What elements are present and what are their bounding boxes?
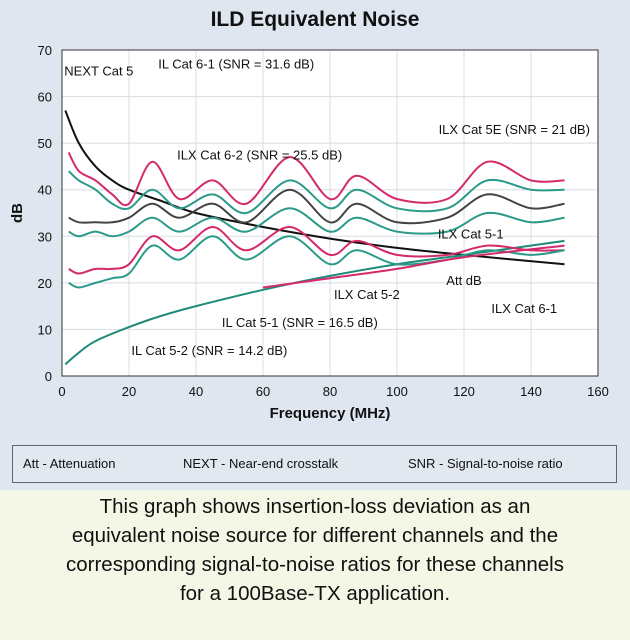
y-tick-label: 0 xyxy=(45,369,52,384)
figure-caption: This graph shows insertion-loss deviatio… xyxy=(0,492,630,608)
x-tick-label: 40 xyxy=(189,384,203,399)
annotation-label: ILX Cat 6-1 xyxy=(491,301,557,316)
x-tick-label: 120 xyxy=(453,384,475,399)
series-line-il-cat-5-1-snr-16-5-db xyxy=(68,225,565,275)
y-tick-label: 10 xyxy=(38,322,52,337)
chart-title: ILD Equivalent Noise xyxy=(210,8,420,31)
x-tick-label: 160 xyxy=(587,384,609,399)
x-axis-label: Frequency (MHz) xyxy=(270,405,391,422)
caption-line: for a 100Base-TX application. xyxy=(179,582,451,605)
annotation-label: NEXT Cat 5 xyxy=(64,64,133,79)
legend-next: NEXT - Near-end crosstalk xyxy=(183,456,339,471)
x-tick-label: 60 xyxy=(256,384,270,399)
legend-snr: SNR - Signal-to-noise ratio xyxy=(408,456,563,471)
x-tick-label: 140 xyxy=(520,384,542,399)
series-line-att-db xyxy=(64,239,565,366)
annotation-label: ILX Cat 5E (SNR = 21 dB) xyxy=(439,122,590,137)
caption-line: This graph shows insertion-loss deviatio… xyxy=(99,495,531,518)
y-tick-label: 50 xyxy=(38,136,52,151)
series-line-ilx-cat-6-2-snr-25-5-db xyxy=(68,188,565,225)
legend-att: Att - Attenuation xyxy=(23,456,116,471)
y-tick-label: 60 xyxy=(38,90,52,105)
series-line-ilx-cat-5e-snr-21-db xyxy=(68,170,565,215)
series-line-il-cat-6-1-snr-31-6-db xyxy=(67,152,565,207)
y-tick-label: 30 xyxy=(38,229,52,244)
x-tick-label: 20 xyxy=(122,384,136,399)
y-tick-label: 70 xyxy=(38,43,52,58)
y-axis-label: dB xyxy=(9,203,26,223)
annotation-label: Att dB xyxy=(446,273,481,288)
series-line-ilx-cat-6-1 xyxy=(262,244,565,289)
y-tick-label: 20 xyxy=(38,276,52,291)
annotation-label: ILX Cat 6-2 (SNR = 25.5 dB) xyxy=(177,147,342,162)
figure-panel: ILD Equivalent Noise 0 20 40 60 80 100 120 140 1… xyxy=(0,0,630,490)
x-tick-label: 100 xyxy=(386,384,408,399)
annotation-label: IL Cat 5-2 (SNR = 14.2 dB) xyxy=(131,343,287,358)
series-line-il-cat-5-2-snr-14-2-db xyxy=(68,235,565,289)
x-tick-label: 80 xyxy=(323,384,337,399)
annotation-label: ILX Cat 5-1 xyxy=(438,227,504,242)
caption-line: equivalent noise source for different ch… xyxy=(71,524,559,547)
series-line-ilx-cat-5-2 xyxy=(68,207,565,238)
caption-line: corresponding signal-to-noise ratios for… xyxy=(66,553,564,576)
y-tick-label: 40 xyxy=(38,183,52,198)
annotation-label: ILX Cat 5-2 xyxy=(334,287,400,302)
annotation-label: IL Cat 5-1 (SNR = 16.5 dB) xyxy=(222,315,378,330)
x-tick-label: 0 xyxy=(58,384,65,399)
line-chart: 0 20 40 60 80 100 120 140 160 0 10 20 30 40 50 60 70 Freq… xyxy=(9,43,609,422)
plot-frame xyxy=(61,49,599,377)
annotation-label: IL Cat 6-1 (SNR = 31.6 dB) xyxy=(158,57,314,72)
abbreviation-legend: Att - Attenuation NEXT - Near-end crosst… xyxy=(12,445,617,483)
